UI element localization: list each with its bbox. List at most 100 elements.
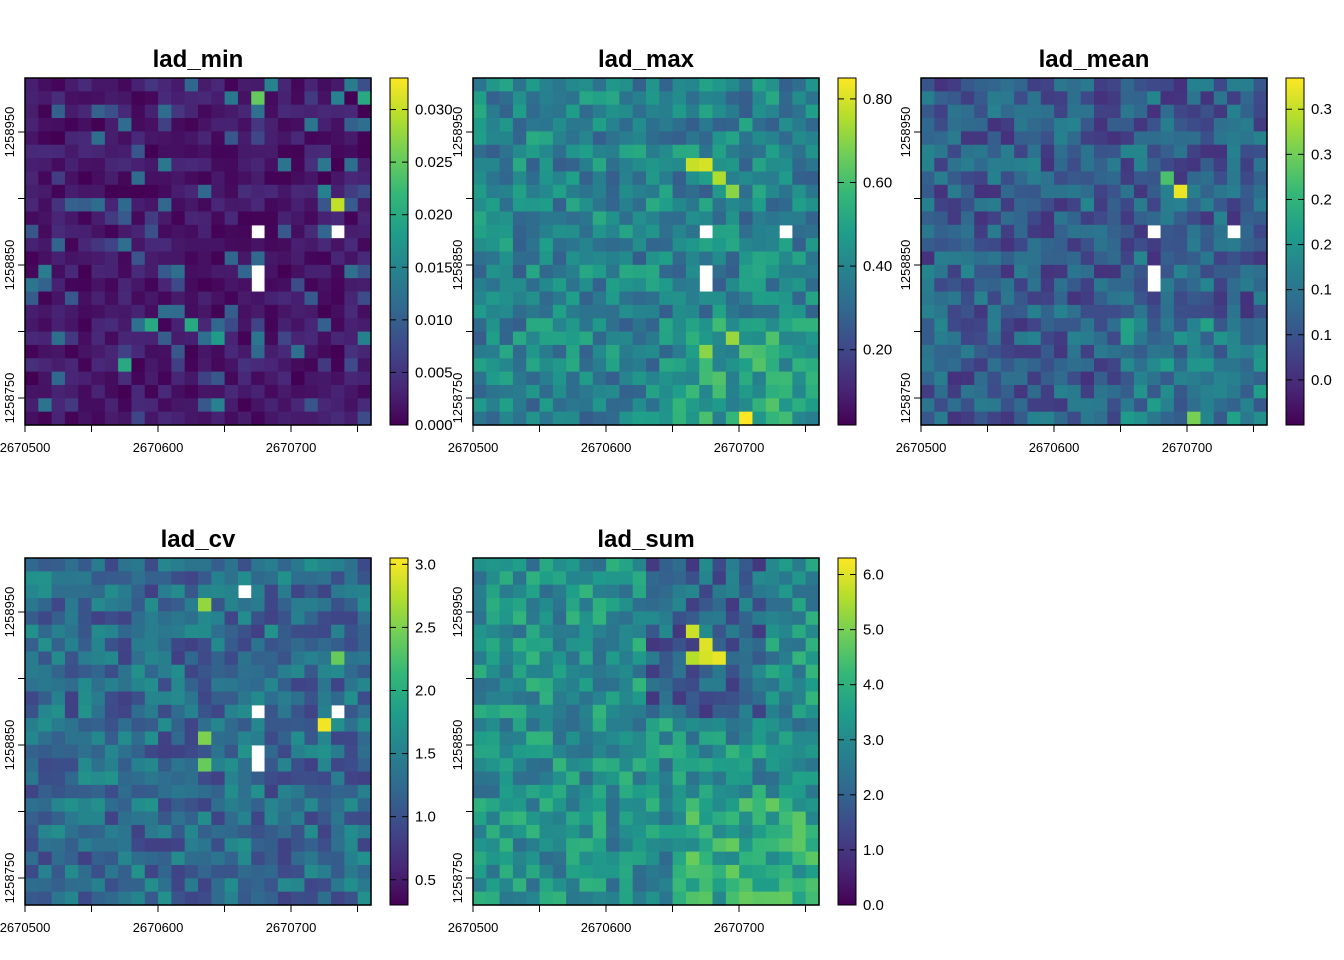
heatmap-cell: [805, 691, 820, 706]
heatmap-cell: [619, 304, 634, 319]
heatmap-cell: [552, 211, 567, 226]
heatmap-cell: [1160, 158, 1175, 173]
heatmap-cell: [38, 718, 53, 733]
heatmap-cell: [38, 198, 53, 213]
heatmap-cell: [752, 851, 767, 866]
heatmap-cell: [739, 224, 754, 239]
heatmap-cell: [1080, 291, 1095, 306]
heatmap-cell: [552, 864, 567, 879]
heatmap-cell: [51, 318, 66, 333]
heatmap-cell: [331, 718, 345, 733]
heatmap-cell: [184, 278, 199, 293]
heatmap-cell: [499, 838, 514, 853]
heatmap-cell: [659, 278, 674, 293]
heatmap-cell: [344, 184, 359, 199]
heatmap-cell: [211, 824, 226, 839]
heatmap-cell: [1240, 331, 1255, 346]
heatmap-cell: [752, 224, 767, 239]
heatmap-cell: [1107, 318, 1122, 333]
heatmap-cell: [118, 758, 133, 773]
heatmap-cell: [712, 878, 727, 893]
heatmap-cell: [104, 158, 119, 173]
heatmap-cell: [606, 224, 620, 239]
heatmap-cell: [1080, 251, 1095, 266]
heatmap-cell: [566, 358, 581, 373]
heatmap-cell: [792, 198, 807, 213]
heatmap-cell: [752, 864, 767, 879]
x-tick-label: 2670500: [0, 440, 50, 455]
heatmap-cell: [131, 638, 146, 653]
heatmap-cell: [344, 131, 359, 146]
heatmap-cell: [646, 851, 660, 866]
heatmap-cell: [960, 184, 975, 199]
heatmap-cell: [765, 731, 780, 746]
heatmap-cell: [51, 624, 66, 639]
heatmap-cell: [291, 344, 306, 359]
heatmap-cell: [712, 824, 727, 839]
heatmap-cell: [357, 744, 372, 759]
heatmap-cell: [91, 278, 106, 293]
heatmap-cell: [51, 104, 66, 119]
heatmap-cell: [38, 758, 53, 773]
heatmap-cell: [158, 78, 172, 92]
heatmap-cell: [779, 384, 793, 399]
heatmap-cell: [699, 358, 714, 373]
heatmap-cell: [592, 611, 607, 626]
heatmap-cell: [1227, 304, 1241, 319]
heatmap-cell: [211, 264, 226, 279]
heatmap-cell: [672, 571, 687, 586]
heatmap-cell: [473, 824, 487, 839]
heatmap-cell: [344, 704, 359, 719]
heatmap-cell: [1040, 318, 1055, 333]
heatmap-cell: [211, 238, 226, 253]
heatmap-cell: [198, 811, 212, 826]
heatmap-cell: [473, 118, 487, 132]
heatmap-cell: [699, 91, 714, 106]
heatmap-cell: [104, 771, 119, 786]
heatmap-cell: [211, 371, 226, 386]
heatmap-cell: [606, 184, 620, 199]
heatmap-cell: [752, 771, 767, 786]
heatmap-cell: [78, 251, 93, 266]
heatmap-cell: [473, 704, 487, 719]
heatmap-cell: [118, 731, 133, 746]
heatmap-cell: [251, 638, 266, 653]
heatmap-cell: [632, 78, 647, 92]
heatmap-cell: [171, 371, 186, 386]
heatmap-cell: [1067, 171, 1082, 186]
heatmap-cell: [934, 358, 949, 373]
heatmap-cell: [304, 104, 319, 119]
heatmap-cell: [211, 224, 226, 239]
heatmap-cell: [38, 878, 53, 893]
heatmap-cell: [672, 891, 687, 906]
heatmap-cell: [1133, 211, 1148, 226]
heatmap-cell: [646, 598, 660, 612]
heatmap-cell: [291, 211, 306, 226]
heatmap-cell: [712, 144, 727, 159]
heatmap-cell: [1200, 104, 1215, 119]
heatmap-cell: [184, 104, 199, 119]
map-frame: [920, 77, 1268, 426]
heatmap-cell: [264, 891, 279, 906]
panel-title: lad_cv: [161, 526, 236, 553]
heatmap-cell: [277, 704, 292, 719]
colorbar-tick-label: 2.5: [415, 619, 436, 636]
heatmap-cell: [25, 798, 39, 813]
heatmap-cell: [1094, 251, 1108, 266]
heatmap-cell: [646, 264, 660, 279]
heatmap-cell: [526, 704, 541, 719]
heatmap-cell: [1240, 118, 1255, 132]
heatmap-cell: [473, 198, 487, 213]
heatmap-cell: [104, 864, 119, 879]
heatmap-cell: [632, 758, 647, 773]
heatmap-cell: [1213, 278, 1228, 293]
heatmap-cell: [1094, 211, 1108, 226]
heatmap-cell: [699, 291, 714, 306]
heatmap-cell: [473, 104, 487, 119]
heatmap-cell: [78, 758, 93, 773]
heatmap-cell: [921, 78, 935, 92]
heatmap-cell: [131, 558, 146, 572]
heatmap-cell: [1080, 304, 1095, 319]
heatmap-cell: [131, 571, 146, 586]
heatmap-cell: [805, 91, 820, 106]
